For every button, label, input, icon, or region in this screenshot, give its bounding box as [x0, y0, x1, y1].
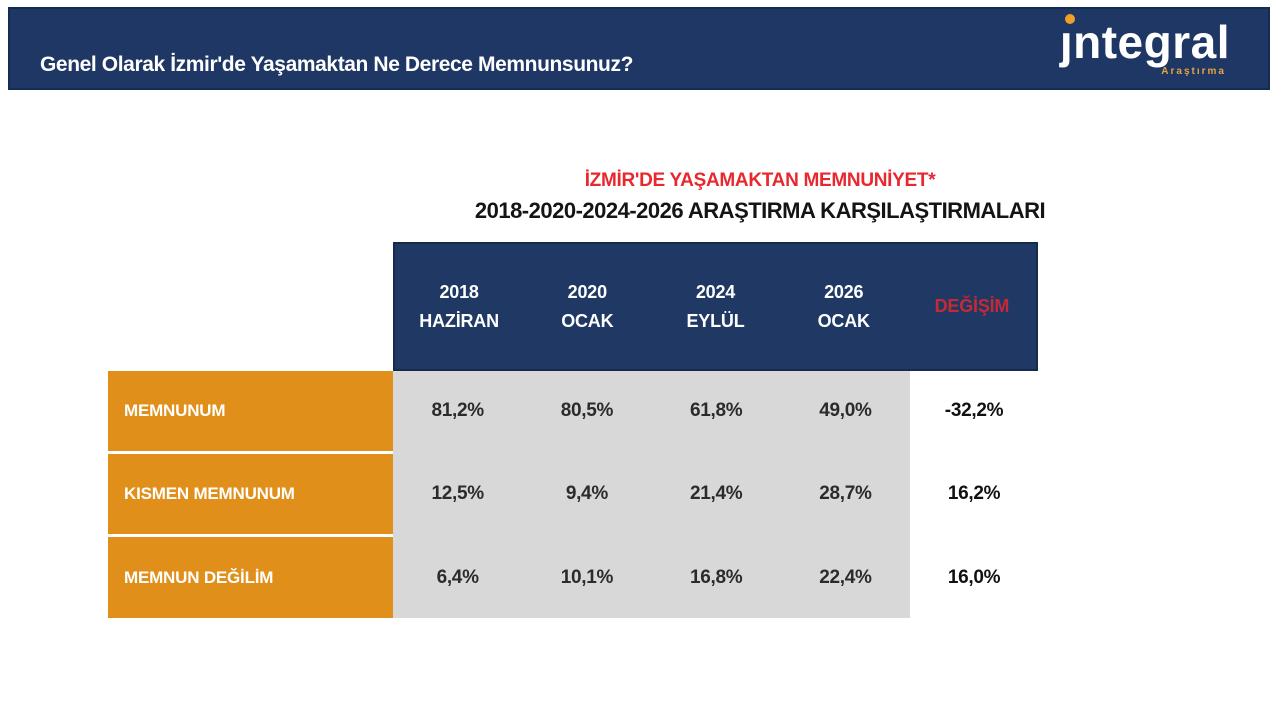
column-month: HAZİRAN: [419, 310, 499, 331]
column-month: OCAK: [561, 310, 614, 331]
value-cell: 80,5%: [560, 400, 614, 421]
table-data-background: [393, 371, 910, 618]
column-header-2018-haziran: 2018 HAZİRAN: [395, 244, 523, 369]
column-header-2024-eylul: 2024 EYLÜL: [651, 244, 779, 369]
logo-dot-icon: [1064, 14, 1075, 24]
value-cell: 9,4%: [565, 483, 608, 504]
value-cell: 61,8%: [689, 400, 743, 421]
column-year: 2020: [567, 281, 607, 302]
value-cell: 81,2%: [431, 400, 484, 421]
column-year: 2018: [439, 281, 479, 302]
column-header-change: DEĞİŞİM: [934, 296, 1010, 316]
logo-subtitle: Araştırma: [1161, 66, 1226, 77]
value-cell: 28,7%: [819, 483, 872, 504]
value-cell: 16,8%: [689, 566, 743, 588]
value-cell: 6,4%: [436, 566, 479, 588]
column-header-2020-ocak: 2020 OCAK: [523, 244, 651, 369]
table-header-row: 2018 HAZİRAN 2020 OCAK 2024 EYLÜL 2026 O…: [393, 242, 1038, 371]
logo-initial: ȷ: [1059, 16, 1074, 68]
table-row: 6,4% 10,1% 16,8% 22,4%: [393, 537, 910, 618]
value-cell: 49,0%: [819, 400, 872, 421]
survey-question-title: Genel Olarak İzmir'de Yaşamaktan Ne Dere…: [40, 53, 634, 76]
column-header-2026-ocak: 2026 OCAK: [780, 244, 908, 369]
logo-wordmark: ȷntegral: [1059, 14, 1230, 68]
table-row: 12,5% 9,4% 21,4% 28,7%: [393, 454, 910, 534]
column-month: EYLÜL: [686, 310, 745, 331]
value-cell: 21,4%: [689, 483, 743, 504]
change-cell: 16,0%: [947, 566, 1001, 588]
row-label-kismen-memnunum: KISMEN MEMNUNUM: [108, 454, 393, 534]
report-title: İZMİR'DE YAŞAMAKTAN MEMNUNİYET*: [584, 170, 936, 191]
change-cell: 16,2%: [947, 483, 1001, 504]
column-year: 2026: [824, 281, 864, 302]
column-month: OCAK: [817, 310, 870, 331]
slide-header-bar: Genel Olarak İzmir'de Yaşamaktan Ne Dere…: [8, 7, 1270, 90]
table-row: 81,2% 80,5% 61,8% 49,0%: [393, 371, 910, 451]
change-cell: -32,2%: [944, 400, 1004, 421]
value-cell: 10,1%: [560, 566, 614, 588]
comparison-table: 2018 HAZİRAN 2020 OCAK 2024 EYLÜL 2026 O…: [108, 242, 1038, 618]
report-subtitle: 2018-2020-2024-2026 ARAŞTIRMA KARŞILAŞTI…: [474, 198, 1046, 223]
row-label-memnun-degilim: MEMNUN DEĞİLİM: [108, 537, 393, 618]
value-cell: 12,5%: [431, 483, 484, 504]
logo-rest: ntegral: [1073, 16, 1230, 68]
value-cell: 22,4%: [819, 566, 872, 588]
row-label-memnunum: MEMNUNUM: [108, 371, 393, 451]
report-titles: İZMİR'DE YAŞAMAKTAN MEMNUNİYET* 2018-202…: [240, 170, 1280, 224]
column-year: 2024: [695, 281, 736, 302]
integral-logo: ȷntegral Araştırma: [1059, 14, 1230, 77]
